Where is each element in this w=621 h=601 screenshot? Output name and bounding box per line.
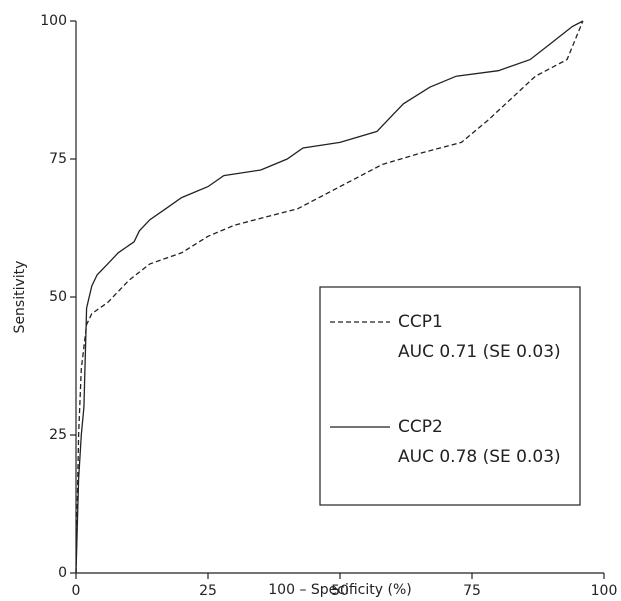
legend-label: CCP1 <box>398 312 443 332</box>
legend-box <box>319 286 581 506</box>
y-tick-label: 75 <box>49 151 67 167</box>
roc-line <box>75 20 584 574</box>
x-tick-label: 100 <box>591 583 618 599</box>
legend-label: CCP2 <box>398 417 443 437</box>
legend-auc: AUC 0.78 (SE 0.03) <box>398 447 561 467</box>
x-tick-label: 50 <box>331 583 349 599</box>
x-tick-label: 75 <box>463 583 481 599</box>
x-tick-label: 0 <box>72 583 81 599</box>
x-axis-label: 100 – Specificity (%) <box>268 582 411 598</box>
roc-line <box>75 20 584 574</box>
y-tick-label: 0 <box>58 565 67 581</box>
y-tick-label: 100 <box>40 13 67 29</box>
y-tick-label: 25 <box>49 427 67 443</box>
x-tick-label: 25 <box>199 583 217 599</box>
y-tick-label: 50 <box>49 289 67 305</box>
y-axis-label: Sensitivity <box>12 261 28 334</box>
legend-auc: AUC 0.71 (SE 0.03) <box>398 342 561 362</box>
